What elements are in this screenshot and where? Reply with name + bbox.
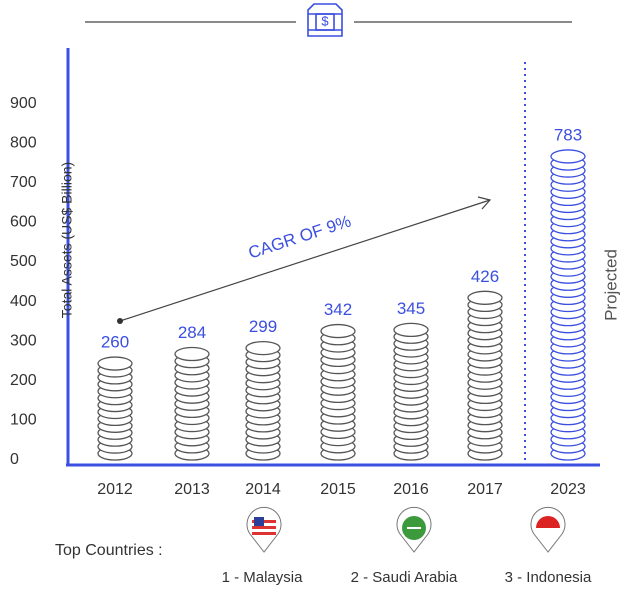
x-tick-label: 2016 bbox=[393, 481, 429, 498]
y-tick-label: 700 bbox=[10, 174, 37, 191]
cagr-arrow-start bbox=[117, 318, 123, 324]
coin bbox=[467, 290, 503, 305]
y-tick-label: 600 bbox=[10, 214, 37, 231]
coin-stack bbox=[97, 356, 133, 461]
coin bbox=[174, 346, 210, 362]
country-label: 3 - Indonesia bbox=[505, 569, 592, 586]
coin-stack bbox=[393, 322, 429, 461]
x-tick-label: 2023 bbox=[550, 481, 586, 498]
value-label: 284 bbox=[178, 323, 206, 342]
coin bbox=[550, 149, 586, 164]
y-tick-label: 800 bbox=[10, 134, 37, 151]
coin-stack bbox=[320, 323, 356, 461]
y-tick-label: 300 bbox=[10, 332, 37, 349]
coin-stack bbox=[245, 340, 281, 461]
y-tick-label: 500 bbox=[10, 253, 37, 270]
indonesia-pin bbox=[530, 506, 566, 553]
y-tick-label: 400 bbox=[10, 293, 37, 310]
bank-icon: $ bbox=[307, 3, 343, 37]
x-tick-label: 2015 bbox=[320, 481, 356, 498]
y-tick-label: 200 bbox=[10, 372, 37, 389]
coin bbox=[320, 323, 356, 339]
y-tick-label: 900 bbox=[10, 95, 37, 112]
x-tick-label: 2014 bbox=[245, 481, 281, 498]
coin bbox=[393, 322, 429, 338]
value-label: 299 bbox=[249, 317, 277, 336]
cagr-arrow bbox=[119, 199, 491, 322]
malaysia-pin bbox=[246, 506, 282, 553]
value-label: 342 bbox=[324, 300, 352, 319]
x-tick-label: 2013 bbox=[174, 481, 210, 498]
cagr-annotation: CAGR OF 9% bbox=[246, 212, 353, 263]
projected-label: Projected bbox=[601, 249, 620, 321]
y-tick-label: 0 bbox=[10, 451, 19, 468]
x-tick-label: 2017 bbox=[467, 481, 503, 498]
coin-stack bbox=[550, 149, 586, 461]
value-label: 783 bbox=[554, 125, 582, 144]
cagr-arrowhead bbox=[477, 196, 492, 210]
svg-text:$: $ bbox=[321, 13, 329, 28]
value-label: 345 bbox=[397, 299, 425, 318]
top-countries-label: Top Countries : bbox=[55, 542, 163, 559]
y-tick-label: 100 bbox=[10, 412, 37, 429]
value-label: 426 bbox=[471, 267, 499, 286]
coin bbox=[97, 356, 133, 371]
coin bbox=[245, 340, 281, 356]
coin-stack bbox=[467, 290, 503, 461]
coin-stack bbox=[174, 346, 210, 461]
country-label: 2 - Saudi Arabia bbox=[351, 569, 458, 586]
country-label: 1 - Malaysia bbox=[222, 569, 304, 586]
x-tick-label: 2012 bbox=[97, 481, 133, 498]
y-axis-label: Total Assets (US$ Billion) bbox=[59, 162, 75, 318]
value-label: 260 bbox=[101, 333, 129, 352]
saudi-pin bbox=[396, 506, 432, 553]
